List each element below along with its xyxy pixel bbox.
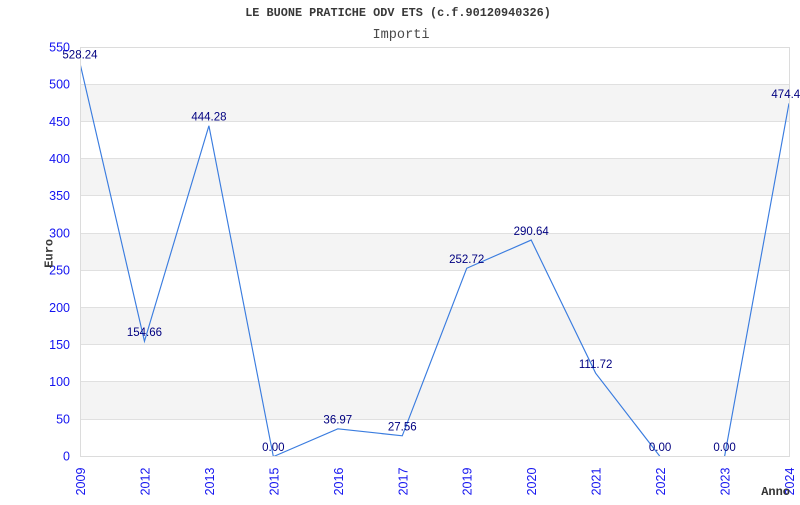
svg-text:200: 200 <box>49 301 70 315</box>
svg-text:Euro: Euro <box>43 239 57 268</box>
svg-text:528.24: 528.24 <box>62 49 98 61</box>
svg-text:0: 0 <box>63 450 70 464</box>
svg-text:252.72: 252.72 <box>449 254 484 266</box>
svg-text:2013: 2013 <box>203 468 217 496</box>
svg-text:Importi: Importi <box>372 28 429 43</box>
svg-text:500: 500 <box>49 78 70 92</box>
svg-text:0.00: 0.00 <box>713 442 735 454</box>
svg-text:2019: 2019 <box>461 468 475 496</box>
svg-text:350: 350 <box>49 189 70 203</box>
svg-text:550: 550 <box>49 40 70 54</box>
svg-text:300: 300 <box>49 226 70 240</box>
svg-text:2016: 2016 <box>332 468 346 496</box>
svg-text:2012: 2012 <box>138 468 152 496</box>
svg-text:2023: 2023 <box>719 468 733 496</box>
svg-text:0.00: 0.00 <box>262 442 284 454</box>
svg-text:250: 250 <box>49 264 70 278</box>
svg-text:154.66: 154.66 <box>127 327 162 339</box>
svg-text:290.64: 290.64 <box>514 226 550 238</box>
svg-text:111.72: 111.72 <box>579 359 612 371</box>
svg-text:444.28: 444.28 <box>191 112 226 124</box>
svg-text:2015: 2015 <box>267 468 281 496</box>
svg-text:100: 100 <box>49 375 70 389</box>
svg-text:2024: 2024 <box>783 468 797 496</box>
svg-text:LE BUONE PRATICHE ODV ETS (c.f: LE BUONE PRATICHE ODV ETS (c.f.901209403… <box>245 6 551 20</box>
svg-text:36.97: 36.97 <box>323 415 352 427</box>
svg-text:27.56: 27.56 <box>388 422 417 434</box>
svg-text:2022: 2022 <box>654 468 668 496</box>
svg-text:400: 400 <box>49 152 70 166</box>
svg-text:2009: 2009 <box>74 468 88 496</box>
svg-text:Anno: Anno <box>761 485 790 499</box>
svg-text:450: 450 <box>49 115 70 129</box>
svg-text:0.00: 0.00 <box>649 442 671 454</box>
svg-text:50: 50 <box>56 412 70 426</box>
svg-text:2017: 2017 <box>396 468 410 496</box>
svg-text:2020: 2020 <box>525 468 539 496</box>
svg-text:150: 150 <box>49 338 70 352</box>
svg-text:2021: 2021 <box>590 468 604 496</box>
svg-text:474.44: 474.44 <box>771 89 800 101</box>
